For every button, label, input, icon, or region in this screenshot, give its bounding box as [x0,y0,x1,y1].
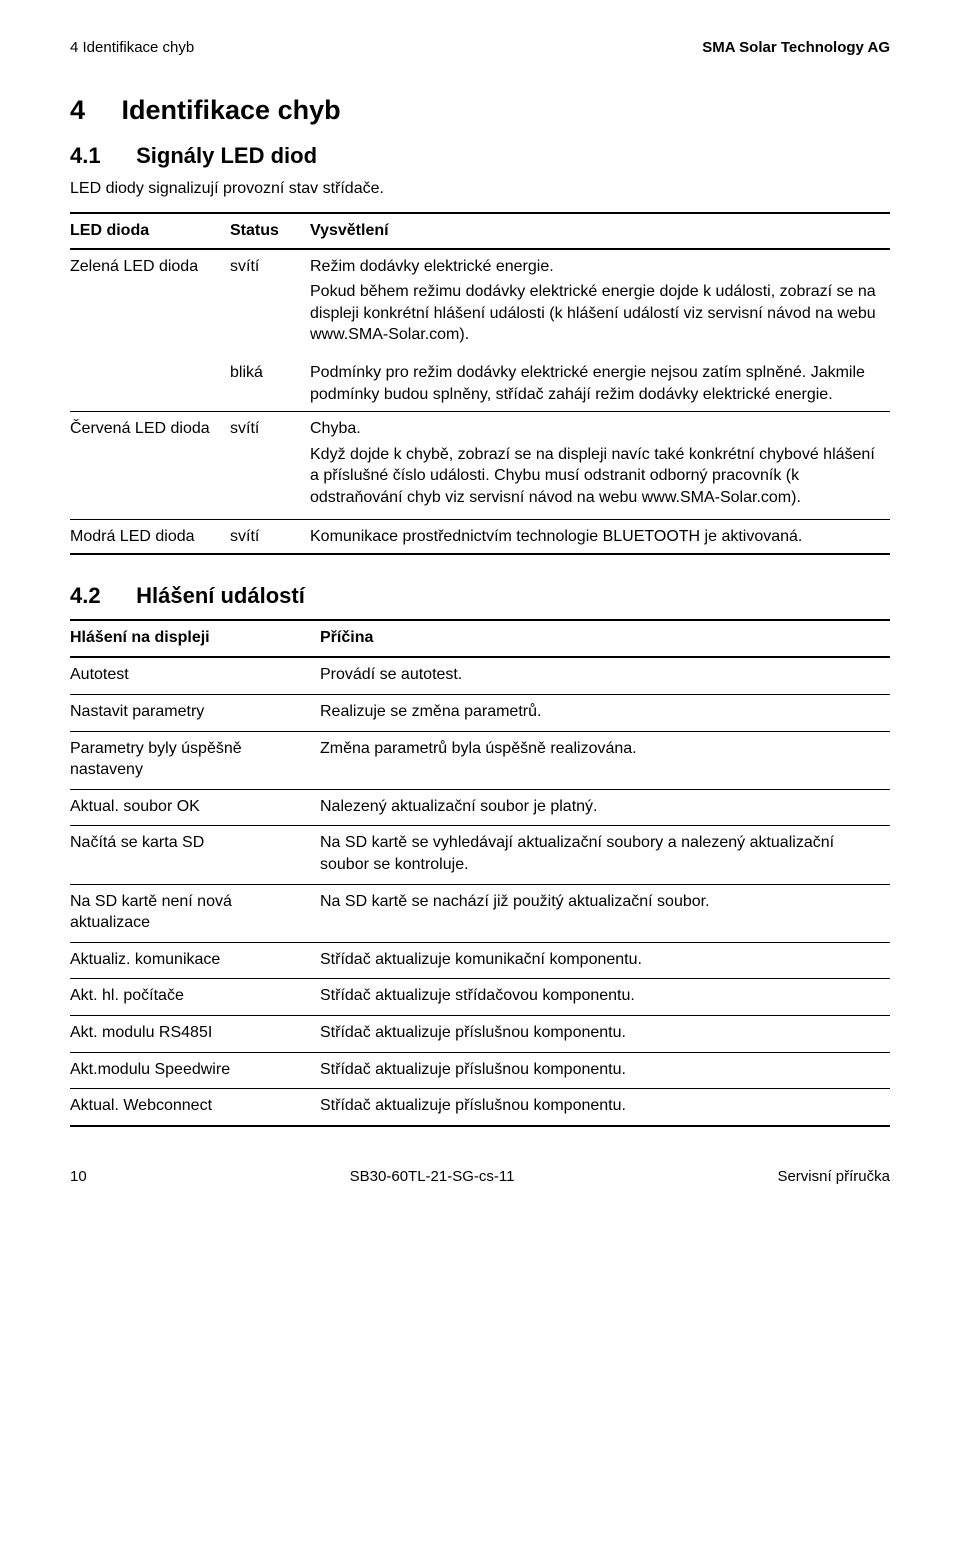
cell-cause: Realizuje se změna parametrů. [320,694,890,731]
cell-message: Na SD kartě není nová aktualizace [70,884,320,942]
cell-message: Aktual. Webconnect [70,1089,320,1126]
cell-cause: Střídač aktualizuje příslušnou komponent… [320,1052,890,1089]
cell-message: Parametry byly úspěšně nastaveny [70,731,320,789]
table-row: blikáPodmínky pro režim dodávky elektric… [70,356,890,412]
col-header-status: Status [230,213,310,249]
cell-message: Akt. modulu RS485I [70,1015,320,1052]
cell-cause: Střídač aktualizuje příslušnou komponent… [320,1015,890,1052]
cell-message: Aktualiz. komunikace [70,942,320,979]
table-row: Na SD kartě není nová aktualizaceNa SD k… [70,884,890,942]
cell-explanation: Komunikace prostřednictvím technologie B… [310,519,890,554]
cell-led: Zelená LED dioda [70,249,230,356]
cell-message: Akt. hl. počítače [70,979,320,1016]
running-header-left: 4 Identifikace chyb [70,38,194,58]
subsection-4-1-title: 4.1 Signály LED diod [70,141,890,171]
cell-cause: Změna parametrů byla úspěšně realizována… [320,731,890,789]
cell-message: Autotest [70,657,320,694]
table-row: Akt.modulu SpeedwireStřídač aktualizuje … [70,1052,890,1089]
cell-explanation: Režim dodávky elektrické energie.Pokud b… [310,249,890,356]
section-number: 4 [70,92,114,128]
col-header-explanation: Vysvětlení [310,213,890,249]
table-row: Aktual. soubor OKNalezený aktualizační s… [70,789,890,826]
cell-message: Aktual. soubor OK [70,789,320,826]
table-row: Akt. hl. počítačeStřídač aktualizuje stř… [70,979,890,1016]
cell-cause: Střídač aktualizuje komunikační komponen… [320,942,890,979]
cell-led: Modrá LED dioda [70,519,230,554]
table-row: Načítá se karta SDNa SD kartě se vyhledá… [70,826,890,884]
subsection-4-2-title: 4.2 Hlášení událostí [70,581,890,611]
table-row: Zelená LED diodasvítíRežim dodávky elekt… [70,249,890,356]
table-row: Aktualiz. komunikaceStřídač aktualizuje … [70,942,890,979]
table-row: Červená LED diodasvítíChyba.Když dojde k… [70,412,890,519]
page-footer: 10 SB30-60TL-21-SG-cs-11 Servisní příruč… [70,1167,890,1187]
cell-message: Akt.modulu Speedwire [70,1052,320,1089]
section-title-text: Identifikace chyb [122,95,341,125]
running-header-right: SMA Solar Technology AG [702,38,890,58]
cell-message: Nastavit parametry [70,694,320,731]
cell-message: Načítá se karta SD [70,826,320,884]
running-header: 4 Identifikace chyb SMA Solar Technology… [70,38,890,58]
cell-explanation: Chyba.Když dojde k chybě, zobrazí se na … [310,412,890,519]
cell-explanation: Podmínky pro režim dodávky elektrické en… [310,356,890,412]
table-row: Aktual. WebconnectStřídač aktualizuje př… [70,1089,890,1126]
cell-cause: Nalezený aktualizační soubor je platný. [320,789,890,826]
table-row: Parametry byly úspěšně nastavenyZměna pa… [70,731,890,789]
cell-led: Červená LED dioda [70,412,230,519]
cell-status: svítí [230,519,310,554]
footer-page-number: 10 [70,1167,87,1187]
intro-text: LED diody signalizují provozní stav stří… [70,178,890,200]
col-header-message: Hlášení na displeji [70,620,320,658]
table-header-row: Hlášení na displeji Příčina [70,620,890,658]
cell-led [70,356,230,412]
table-row: Nastavit parametryRealizuje se změna par… [70,694,890,731]
table-row: Akt. modulu RS485IStřídač aktualizuje př… [70,1015,890,1052]
col-header-led: LED dioda [70,213,230,249]
led-signals-table: LED dioda Status Vysvětlení Zelená LED d… [70,212,890,555]
cell-cause: Na SD kartě se vyhledávají aktualizační … [320,826,890,884]
subsection-title-text: Hlášení událostí [136,583,305,608]
table-header-row: LED dioda Status Vysvětlení [70,213,890,249]
footer-doc-id: SB30-60TL-21-SG-cs-11 [350,1167,515,1187]
footer-doc-type: Servisní příručka [777,1167,890,1187]
cell-cause: Provádí se autotest. [320,657,890,694]
table-row: AutotestProvádí se autotest. [70,657,890,694]
cell-cause: Na SD kartě se nachází již použitý aktua… [320,884,890,942]
event-messages-table: Hlášení na displeji Příčina AutotestProv… [70,619,890,1127]
subsection-number: 4.1 [70,141,130,171]
col-header-cause: Příčina [320,620,890,658]
cell-status: svítí [230,249,310,356]
cell-cause: Střídač aktualizuje střídačovou komponen… [320,979,890,1016]
cell-status: bliká [230,356,310,412]
subsection-title-text: Signály LED diod [136,143,317,168]
section-title: 4 Identifikace chyb [70,92,890,128]
cell-cause: Střídač aktualizuje příslušnou komponent… [320,1089,890,1126]
subsection-number: 4.2 [70,581,130,611]
cell-status: svítí [230,412,310,519]
table-row: Modrá LED diodasvítíKomunikace prostředn… [70,519,890,554]
